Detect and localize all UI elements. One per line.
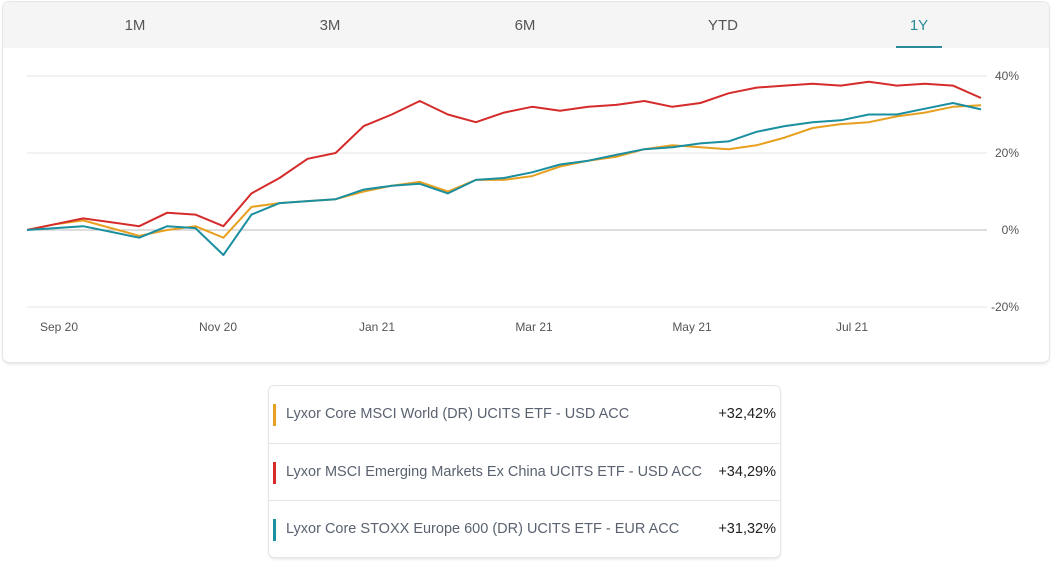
- x-tick-label: Jul 21: [836, 320, 868, 334]
- legend-series-name: Lyxor Core STOXX Europe 600 (DR) UCITS E…: [286, 521, 680, 537]
- legend-panel: Lyxor Core MSCI World (DR) UCITS ETF - U…: [269, 386, 780, 557]
- legend-series-value: +32,42%: [718, 406, 776, 422]
- x-tick-label: May 21: [672, 320, 712, 334]
- series-line-2: [26, 102, 982, 256]
- legend-series-value: +31,32%: [718, 521, 776, 537]
- tab-ytd[interactable]: YTD: [708, 17, 738, 34]
- chart-grid: [27, 75, 987, 308]
- legend-swatch: [273, 462, 276, 484]
- tab-6m[interactable]: 6M: [514, 17, 536, 34]
- chart-card: 1M 3M 6M YTD 1Y 40% 20% 0% -20% Sep 20 Nov 2…: [3, 2, 1049, 362]
- legend-series-name: Lyxor Core MSCI World (DR) UCITS ETF - U…: [286, 406, 630, 422]
- y-tick-label: 0%: [1002, 223, 1020, 237]
- y-axis: 40% 20% 0% -20%: [991, 69, 1019, 314]
- series-line-0: [26, 104, 982, 239]
- legend-series-value: +34,29%: [718, 464, 776, 480]
- tab-3m[interactable]: 3M: [319, 17, 341, 34]
- legend-swatch: [273, 519, 276, 541]
- legend-row-europe[interactable]: Lyxor Core STOXX Europe 600 (DR) UCITS E…: [269, 500, 780, 557]
- y-tick-label: 40%: [995, 69, 1019, 83]
- series-line-1: [26, 80, 982, 231]
- tab-1m[interactable]: 1M: [124, 17, 146, 34]
- y-tick-label: 20%: [995, 146, 1019, 160]
- legend-row-world[interactable]: Lyxor Core MSCI World (DR) UCITS ETF - U…: [269, 386, 780, 443]
- x-tick-label: Nov 20: [199, 320, 237, 334]
- x-tick-label: Mar 21: [515, 320, 553, 334]
- active-tab-indicator: [896, 46, 942, 48]
- series-lines: [26, 80, 982, 256]
- x-tick-label: Sep 20: [40, 320, 78, 334]
- x-tick-label: Jan 21: [359, 320, 395, 334]
- y-tick-label: -20%: [991, 300, 1019, 314]
- tab-1y[interactable]: 1Y: [879, 2, 959, 48]
- performance-chart: 40% 20% 0% -20% Sep 20 Nov 20 Jan 21 Mar 21 May…: [26, 69, 1019, 334]
- x-axis: Sep 20 Nov 20 Jan 21 Mar 21 May 21 Jul 21: [40, 320, 868, 334]
- legend-series-name: Lyxor MSCI Emerging Markets Ex China UCI…: [286, 464, 703, 480]
- legend-swatch: [273, 404, 276, 426]
- period-tabs: 1M 3M 6M YTD 1Y: [3, 2, 1049, 48]
- legend-row-emerging[interactable]: Lyxor MSCI Emerging Markets Ex China UCI…: [269, 443, 780, 501]
